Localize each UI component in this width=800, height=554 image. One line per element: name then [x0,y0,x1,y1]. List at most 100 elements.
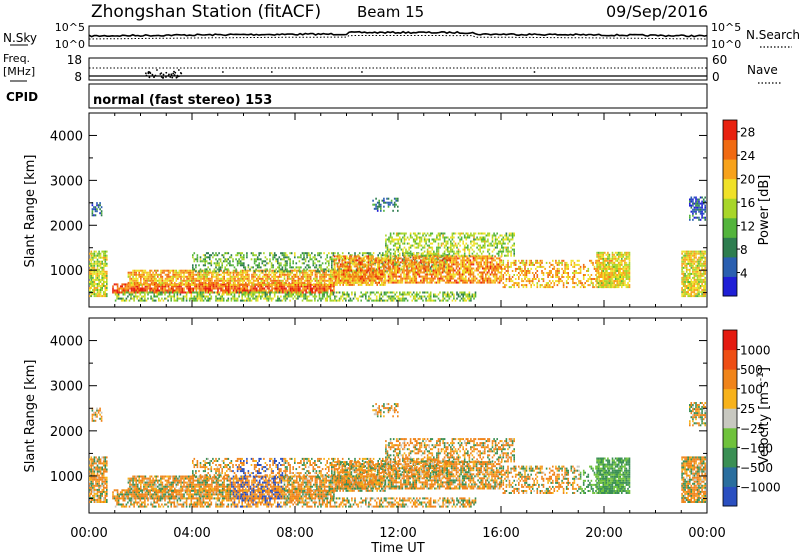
range-cell [138,275,140,278]
range-cell [265,289,267,292]
range-cell [106,276,108,279]
freq-left-tick-bottom: 8 [74,70,82,84]
range-cell [262,283,264,286]
range-cell [463,254,466,257]
range-cell [333,255,336,258]
range-cell [204,258,206,261]
range-cell [236,260,239,263]
range-cell [472,263,475,266]
range-cell [431,264,434,267]
range-cell [93,283,96,285]
range-cell [245,275,247,278]
range-cell [144,285,147,288]
range-cell [98,254,100,257]
range-cell [451,244,454,247]
range-cell [202,291,205,294]
range-cell [195,287,198,290]
range-cell [317,281,320,284]
range-cell [201,277,204,280]
range-cell [371,254,373,257]
range-cell [321,293,324,296]
range-cell [303,295,305,298]
range-cell [144,287,147,290]
range-cell [424,259,427,262]
range-cell [304,295,307,298]
range-cell [397,259,399,262]
range-cell [417,263,419,266]
range-cell [273,254,276,257]
range-cell [121,289,123,292]
range-cell [489,265,492,268]
range-cell [210,297,213,300]
range-cell [92,262,94,265]
range-cell [457,252,460,255]
range-cell [206,275,208,278]
range-cell [370,273,373,276]
range-cell [268,289,270,292]
range-cell [155,269,157,272]
range-cell [410,259,413,262]
range-cell [429,279,431,282]
range-cell [375,257,377,260]
range-cell [440,242,443,245]
range-cell [289,271,292,274]
range-cell [207,299,209,302]
range-cell [279,283,281,286]
range-cell [230,293,233,296]
range-cell [99,289,102,291]
range-cell [90,266,93,269]
range-cell [309,299,311,302]
range-cell [235,270,237,273]
range-cell [318,266,321,269]
range-cell [101,287,103,289]
range-cell [350,279,352,282]
range-cell [406,279,408,282]
range-cell [487,250,489,253]
range-cell [488,267,490,270]
range-cell [408,242,410,245]
range-cell [399,291,401,294]
range-cell [263,279,266,282]
range-cell [491,265,493,268]
range-cell [321,291,324,294]
range-cell [356,255,359,258]
range-cell [465,238,468,241]
range-cell [381,283,383,286]
range-cell [235,279,238,282]
range-cell [318,260,321,263]
range-cell [414,277,416,280]
range-cell [289,262,291,265]
range-cell [359,275,362,278]
range-cell [232,264,234,267]
range-cell [477,267,479,270]
range-cell [101,268,103,271]
range-cell [500,279,503,282]
range-cell [346,279,348,282]
range-cell [491,259,493,262]
range-cell [440,273,442,276]
range-cell [442,258,444,261]
range-cell [313,287,315,290]
range-cell [452,277,455,280]
range-cell [238,273,241,276]
range-cell [479,236,481,239]
range-cell [482,246,485,249]
range-cell [367,255,370,258]
range-cell [426,252,429,255]
range-cell [317,299,319,302]
range-cell [232,283,235,286]
range-cell [322,273,324,276]
range-cell [104,258,107,261]
range-cell [226,299,228,302]
range-cell [409,275,411,278]
range-cell [301,293,304,296]
range-cell [286,268,288,271]
range-cell [215,252,217,255]
range-cell [365,295,367,298]
range-cell [483,257,486,260]
range-cell [269,289,272,292]
range-cell [212,256,214,259]
range-cell [306,281,309,284]
range-cell [204,289,207,292]
range-cell [391,240,393,243]
